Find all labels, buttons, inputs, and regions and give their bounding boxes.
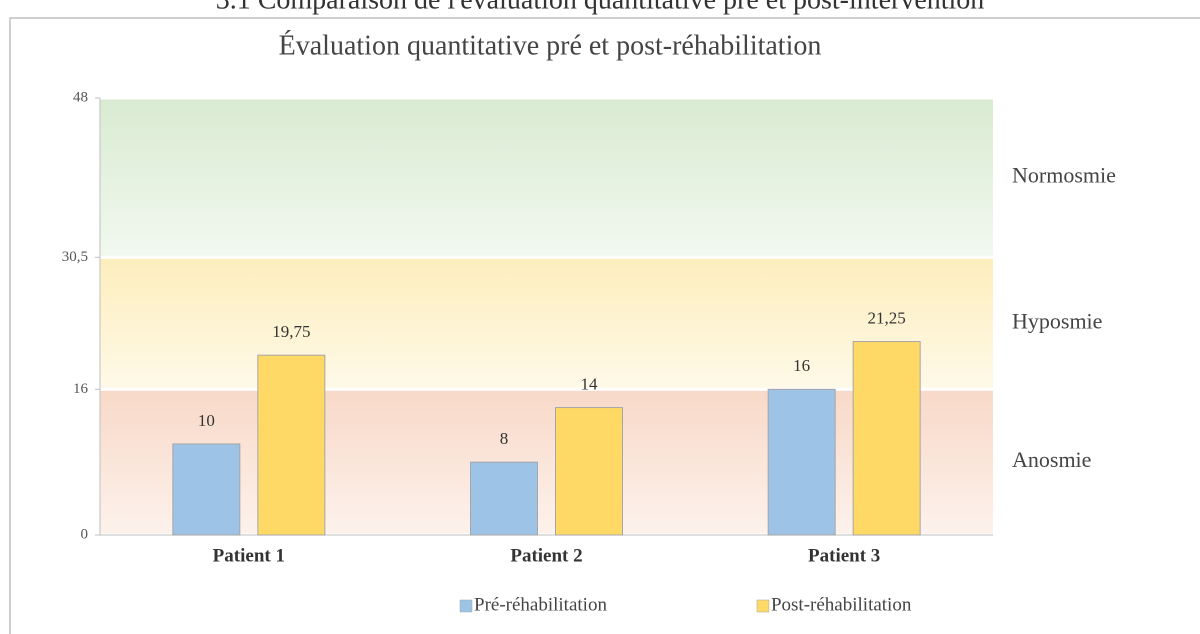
value-label: 19,75	[272, 322, 310, 341]
chart-title: Évaluation quantitative pré et post-réha…	[279, 30, 822, 61]
value-label: 21,25	[868, 308, 906, 327]
bar	[470, 461, 538, 536]
y-tick-label: 30,5	[62, 249, 88, 265]
value-label: 16	[793, 356, 810, 375]
x-tick-label: Patient 1	[213, 545, 285, 566]
y-tick-label: 16	[73, 381, 89, 397]
bar	[172, 443, 241, 536]
y-tick-label: 48	[73, 89, 88, 105]
range-band	[100, 99, 993, 256]
x-tick-label: Patient 3	[808, 545, 880, 566]
range-band	[100, 390, 993, 534]
value-label: 8	[500, 429, 509, 448]
legend-label: Post-réhabilitation	[771, 594, 912, 615]
band-label: Normosmie	[1012, 163, 1116, 188]
value-label: 14	[581, 374, 599, 393]
legend-label: Pré-réhabilitation	[474, 594, 607, 615]
chart-frame	[9, 17, 1200, 634]
legend-swatch	[756, 599, 770, 613]
range-band	[100, 258, 993, 388]
page-heading: 3.1 Comparaison de l'évaluation quantita…	[216, 0, 985, 15]
bar	[555, 407, 623, 536]
x-tick-label: Patient 2	[510, 545, 582, 566]
bar	[767, 388, 836, 536]
value-label: 10	[198, 411, 215, 430]
legend-swatch	[459, 599, 473, 613]
bar	[852, 341, 921, 536]
band-label: Anosmie	[1012, 447, 1091, 472]
y-tick-label: 0	[81, 526, 89, 542]
bar	[257, 354, 326, 536]
band-label: Hyposmie	[1012, 308, 1102, 333]
